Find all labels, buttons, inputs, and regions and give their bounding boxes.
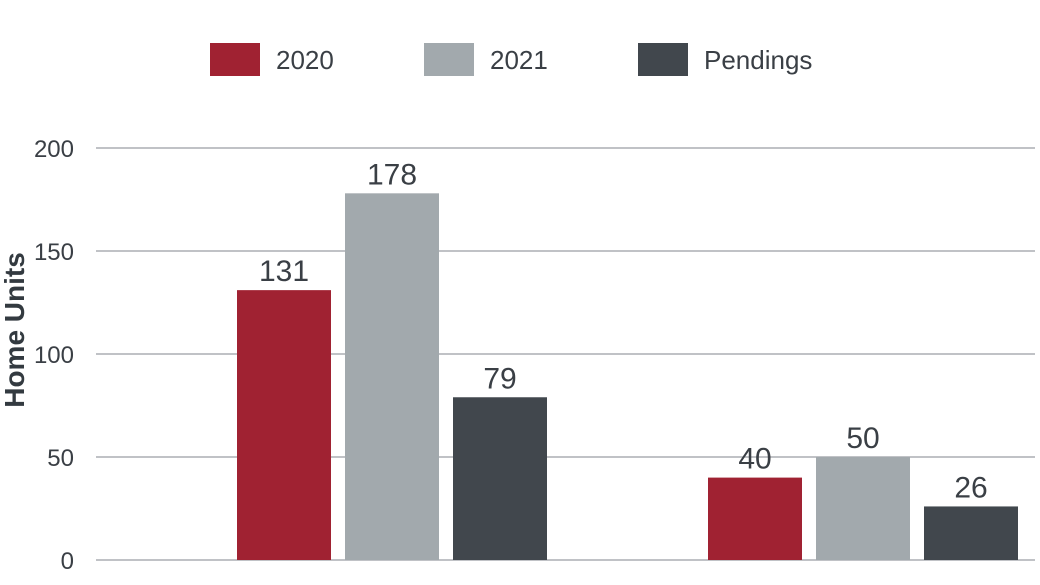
bar-2021-1 [816,457,910,560]
y-tick-label: 100 [34,342,74,369]
legend-label: Pendings [704,45,812,75]
data-label: 131 [259,255,309,288]
bar-2021-0 [345,193,439,560]
y-tick-label: 200 [34,136,74,163]
y-axis-ticks: 0 50 100 150 200 [34,136,74,575]
legend-swatch-Pendings [638,43,688,76]
legend-label: 2020 [276,45,334,75]
data-label: 26 [954,471,987,504]
data-label: 178 [367,158,417,191]
data-label: 79 [483,362,516,395]
y-tick-label: 50 [47,445,74,472]
legend: 2020 2021 Pendings [210,43,812,76]
y-axis-title: Home Units [0,252,30,408]
y-tick-label: 150 [34,239,74,266]
bars [237,193,1018,560]
bar-2020-0 [237,290,331,560]
legend-swatch-2020 [210,43,260,76]
legend-swatch-2021 [424,43,474,76]
y-tick-label: 0 [61,548,74,575]
bar-2020-1 [708,477,802,560]
bar-Pendings-0 [453,397,547,560]
bar-Pendings-1 [924,506,1018,560]
legend-label: 2021 [490,45,548,75]
data-label: 50 [846,422,879,455]
data-labels: 131 178 79 40 50 26 [259,158,988,504]
data-label: 40 [738,443,771,476]
